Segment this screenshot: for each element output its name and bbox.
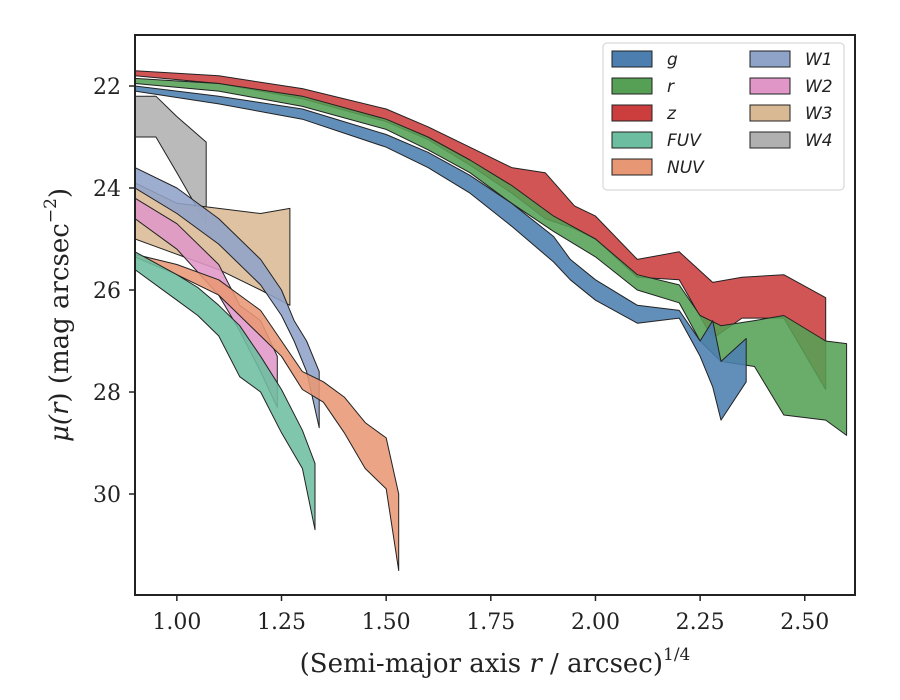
plot-frame: [134, 34, 856, 596]
band-r: [135, 77, 848, 436]
legend-swatch-r: [611, 77, 653, 95]
y-axis-label: μ(r) (mag arcsec−2): [41, 188, 75, 442]
x-tick-label: 1.50: [362, 610, 411, 635]
x-tick-label: 2.50: [780, 610, 829, 635]
x-axis-label: (Semi-major axis r / arcsec)1/4: [300, 645, 691, 679]
band-nuv: [135, 253, 400, 571]
y-tick-label: 22: [93, 75, 121, 100]
legend-swatch-z: [611, 104, 653, 122]
y-axis-ticks: 22 24 26 28 30: [93, 75, 135, 508]
y-tick-label: 26: [93, 279, 121, 304]
legend-label-nuv: NUV: [667, 158, 705, 178]
band-w1: [135, 167, 320, 429]
legend-swatch-w4: [749, 131, 791, 149]
legend-swatch-w2: [749, 77, 791, 95]
legend-label-z: z: [666, 104, 677, 124]
legend-swatch-fuv: [611, 131, 653, 149]
legend-label-r: r: [667, 77, 675, 97]
legend-entries: grz FUV NUV W1 W2 W3 W4: [611, 50, 833, 178]
x-tick-label: 2.25: [676, 610, 725, 635]
y-tick-label: 24: [93, 177, 121, 202]
legend-label-w2: W2: [805, 77, 833, 97]
x-tick-label: 1.00: [152, 610, 201, 635]
legend-swatch-nuv: [611, 158, 653, 176]
x-axis-ticks: 1.00 1.25 1.50 1.75 2.00 2.25 2.50: [152, 595, 829, 635]
y-tick-label: 30: [93, 483, 121, 508]
legend-label-g: g: [667, 50, 678, 70]
band-g: [135, 85, 747, 421]
x-tick-label: 2.00: [571, 610, 620, 635]
legend-swatch-w3: [749, 104, 791, 122]
y-tick-label: 28: [93, 381, 121, 406]
x-tick-label: 1.25: [257, 610, 306, 635]
legend-swatch-w1: [749, 50, 791, 68]
legend: grz FUV NUV W1 W2 W3 W4: [602, 42, 845, 191]
legend-label-w1: W1: [805, 50, 833, 70]
band-fuv: [135, 251, 316, 531]
x-tick-label: 1.75: [466, 610, 515, 635]
legend-label-w4: W4: [805, 131, 833, 151]
legend-swatch-g: [611, 50, 653, 68]
profile-bands: [135, 70, 848, 571]
legend-label-w3: W3: [805, 104, 833, 124]
legend-label-fuv: FUV: [667, 131, 702, 151]
